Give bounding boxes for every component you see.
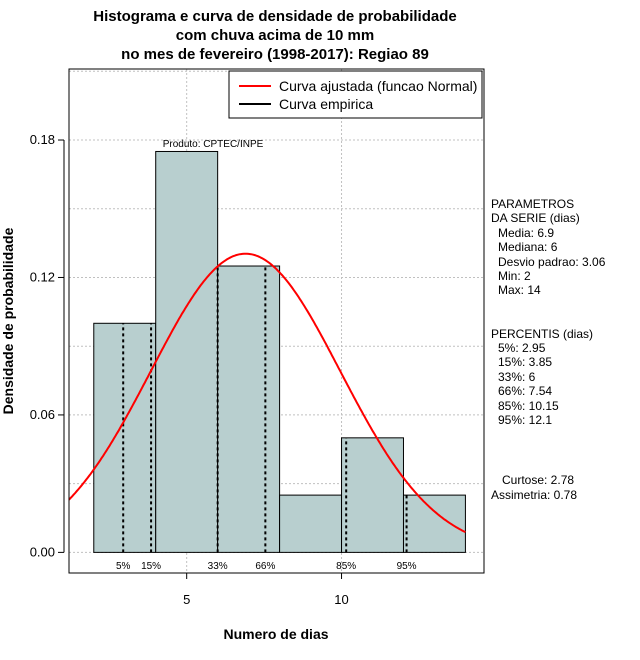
percentile-lines: 5% 15% 33% 66% 85% 95% (116, 266, 417, 572)
x-tick-label: 10 (334, 592, 348, 607)
percentil-95: 95%: 12.1 (498, 413, 552, 427)
stat-desvio: Desvio padrao: 3.06 (498, 255, 606, 269)
legend: Curva ajustada (funcao Normal) Curva emp… (228, 70, 483, 119)
y-tick-label: 0.00 (30, 544, 55, 559)
x-axis-title: Numero de dias (223, 626, 328, 642)
histogram-bar-6 (402, 494, 466, 553)
histogram-bar-3 (217, 265, 281, 553)
percentil-5: 5%: 2.95 (498, 341, 546, 355)
histogram-bar-1 (93, 322, 157, 553)
product-annotation: Produto: CPTEC/INPE (163, 139, 264, 150)
chart-title-line-1: Histograma e curva de densidade de proba… (93, 8, 456, 25)
parametros-title-1: PARAMETROS (491, 197, 574, 211)
percentil-85: 85%: 10.15 (498, 399, 559, 413)
percentile-label-85: 85% (336, 561, 356, 572)
percentile-label-33: 33% (208, 561, 228, 572)
percentile-label-66: 66% (255, 561, 275, 572)
percentile-label-15: 15% (141, 561, 161, 572)
chart-title-line-2: com chuva acima de 10 mm (176, 27, 374, 44)
y-axis-title: Densidade de probabilidade (0, 227, 16, 414)
stat-min: Min: 2 (498, 269, 531, 283)
histogram-bars (93, 150, 466, 553)
density-curves (68, 252, 466, 534)
axes: 0.00 0.06 0.12 0.18 5 10 (30, 132, 349, 607)
stat-mediana: Mediana: 6 (498, 240, 558, 254)
stat-media: Media: 6.9 (498, 226, 554, 240)
percentis-title: PERCENTIS (dias) (491, 327, 593, 341)
x-tick-label: 5 (183, 592, 190, 607)
chart-title-line-3: no mes de fevereiro (1998-2017): Regiao … (121, 46, 429, 63)
y-tick-label: 0.06 (30, 407, 55, 422)
y-tick-label: 0.12 (30, 269, 55, 284)
stat-curtose: Curtose: 2.78 (502, 473, 574, 487)
percentil-66: 66%: 7.54 (498, 384, 552, 398)
parametros-title-2: DA SERIE (dias) (491, 211, 580, 225)
legend-label-fitted: Curva ajustada (funcao Normal) (279, 78, 477, 94)
percentil-15: 15%: 3.85 (498, 355, 552, 369)
legend-box (228, 70, 483, 119)
histogram-bar-4 (279, 494, 343, 553)
percentil-33: 33%: 6 (498, 370, 536, 384)
stats-panel: PARAMETROS DA SERIE (dias) Media: 6.9 Me… (491, 197, 606, 502)
percentile-label-95: 95% (397, 561, 417, 572)
plot-frame (68, 68, 485, 574)
y-tick-label: 0.18 (30, 132, 55, 147)
histogram-bar-5 (341, 437, 404, 553)
percentile-label-5: 5% (116, 561, 131, 572)
histogram-bar-2 (155, 150, 219, 553)
stat-assimetria: Assimetria: 0.78 (491, 488, 577, 502)
fitted-normal-curve (68, 252, 466, 534)
stat-max: Max: 14 (498, 283, 541, 297)
legend-label-empirical: Curva empirica (279, 96, 373, 112)
